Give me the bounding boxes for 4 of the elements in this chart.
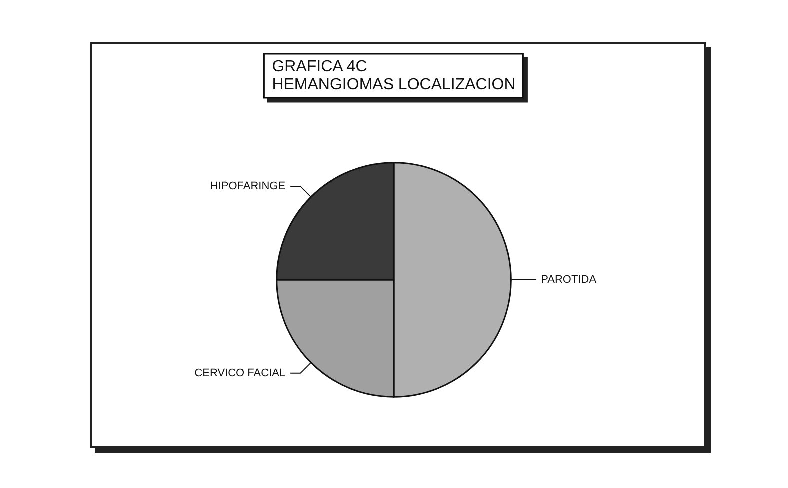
chart-title: GRAFICA 4C HEMANGIOMAS LOCALIZACION bbox=[272, 58, 516, 94]
slice-label: PAROTIDA bbox=[541, 274, 598, 286]
slice-label: CERVICO FACIAL bbox=[194, 367, 286, 380]
slice-label: HIPOFARINGE bbox=[210, 180, 286, 193]
